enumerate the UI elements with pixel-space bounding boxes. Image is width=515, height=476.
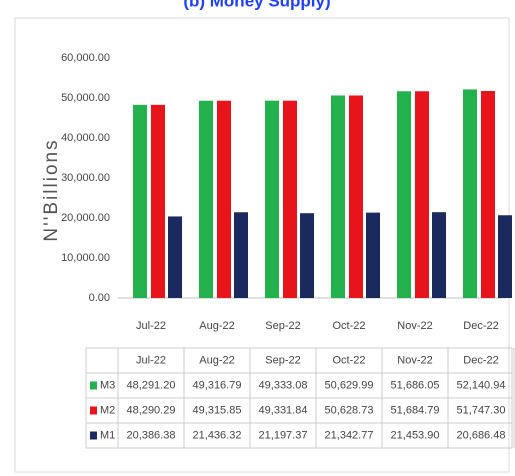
table-cell: 49,316.79 [193,379,242,391]
y-tick-label: 50,000.00 [61,92,110,104]
bar [199,100,213,298]
table-header: Nov-22 [397,354,432,366]
y-tick-label: 30,000.00 [61,172,110,184]
bar [415,91,429,299]
legend-label: M1 [100,429,115,441]
chart-title: (b) Money Supply) [183,0,330,10]
bar [234,212,248,298]
bar [463,89,477,298]
table-cell: 20,386.38 [127,429,176,441]
bar [481,91,495,298]
x-tick-label: Oct-22 [332,320,365,332]
y-tick-label: 40,000.00 [61,132,110,144]
table-cell: 21,453.90 [391,429,440,441]
table-cell: 48,290.29 [127,404,176,416]
table-cell: 51,686.05 [391,379,440,391]
y-tick-label: 0.00 [89,292,110,304]
bar [217,100,231,298]
table-cell: 48,291.20 [127,379,176,391]
table-header: Jul-22 [136,354,166,366]
legend-label: M3 [100,379,115,391]
x-tick-label: Nov-22 [397,320,432,332]
bar [168,216,182,298]
bar [331,95,345,298]
table-cell: 49,315.85 [193,404,242,416]
y-axis-title: N''Billions [41,138,62,241]
table-cell: 21,197.37 [259,429,308,441]
bar [432,212,446,298]
table-header: Sep-22 [265,354,300,366]
table-cell: 49,331.84 [259,404,308,416]
bar [397,91,411,298]
table-cell: 50,628.73 [325,404,374,416]
bar [151,104,165,298]
legend-swatch [90,381,97,390]
table-header: Aug-22 [199,354,234,366]
x-tick-label: Dec-22 [463,320,498,332]
x-tick-label: Aug-22 [199,320,234,332]
x-tick-label: Sep-22 [265,320,300,332]
y-tick-label: 20,000.00 [61,212,110,224]
legend-label: M2 [100,404,115,416]
y-tick-label: 10,000.00 [61,252,110,264]
table-cell: 20,686.48 [457,429,506,441]
legend-swatch [90,406,97,415]
table-cell: 52,140.94 [457,379,506,391]
table-cell: 21,342.77 [325,429,374,441]
y-tick-label: 60,000.00 [61,52,110,64]
bar [265,100,279,298]
legend-swatch [90,431,97,440]
table-cell: 49,333.08 [259,379,308,391]
x-tick-label: Jul-22 [136,320,166,332]
bar [349,95,363,298]
table-header: Oct-22 [332,354,365,366]
table-cell: 21,436.32 [193,429,242,441]
bar [283,100,297,298]
bar [498,215,512,298]
table-cell: 51,684.79 [391,404,440,416]
table-cell: 50,629.99 [325,379,374,391]
table-header: Dec-22 [463,354,498,366]
bar [366,212,380,298]
bar [133,104,147,298]
table-cell: 51,747.30 [457,404,506,416]
bar [300,213,314,298]
